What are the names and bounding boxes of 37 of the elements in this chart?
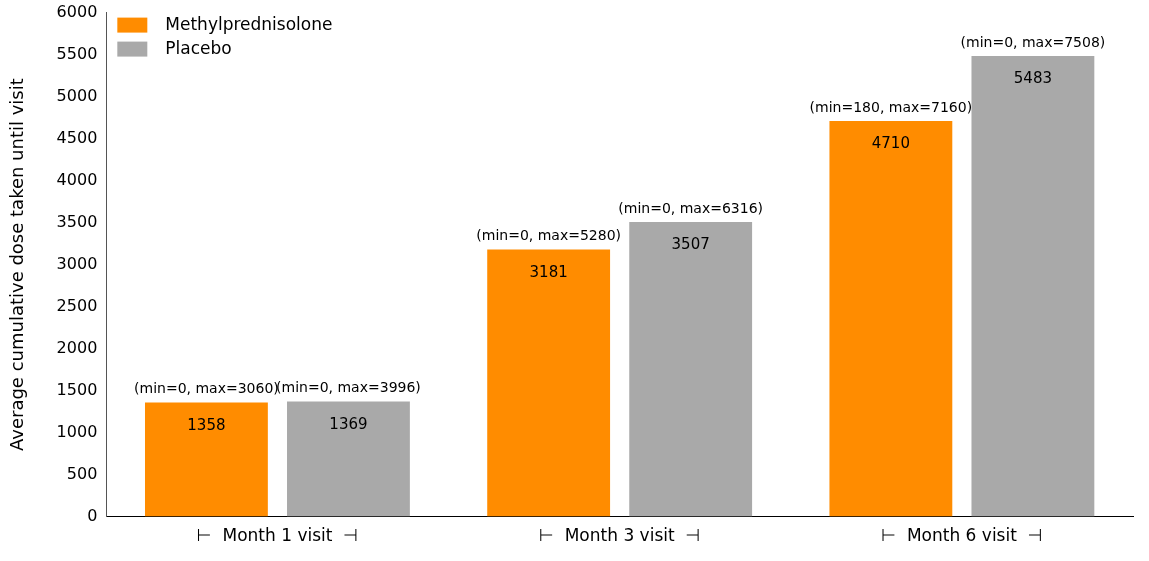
data-label: 4710: [871, 134, 910, 153]
data-label: 5483: [1013, 69, 1052, 88]
bar: [145, 402, 268, 517]
annotation: (min=0, max=3060): [134, 380, 279, 397]
bar: [487, 249, 611, 517]
data-label: 3181: [529, 262, 568, 281]
y-tick-label: 2000: [56, 337, 98, 357]
legend-label: Placebo: [165, 38, 232, 59]
data-label: 1358: [187, 415, 226, 434]
y-tick-label: 500: [66, 463, 98, 483]
bar: [287, 401, 410, 517]
x-tick-label: ⊢ Month 6 visit ⊣: [881, 525, 1043, 546]
annotation: (min=0, max=7508): [960, 33, 1106, 50]
annotation: (min=0, max=3996): [276, 379, 421, 396]
y-tick-label: 2500: [56, 295, 98, 315]
annotation: (min=180, max=7160): [809, 98, 973, 115]
x-tick-label: ⊢ Month 1 visit ⊣: [196, 525, 359, 546]
annotation: (min=0, max=5280): [476, 227, 622, 244]
y-tick-label: 5500: [56, 43, 98, 63]
y-tick-label: 0: [87, 505, 98, 525]
bar: [829, 120, 953, 517]
y-tick-label: 1000: [56, 421, 98, 441]
bar: [629, 222, 753, 517]
data-label: 3507: [671, 235, 710, 254]
y-tick-label: 5000: [56, 85, 98, 105]
legend-label: Methylprednisolone: [165, 14, 333, 35]
x-tick-label: ⊢ Month 3 visit ⊣: [539, 525, 701, 546]
y-tick-label: 6000: [56, 1, 98, 21]
y-tick-label: 3500: [56, 211, 98, 231]
y-tick-label: 3000: [56, 253, 98, 273]
y-tick-label: 4500: [56, 127, 98, 147]
y-tick-label: 1500: [56, 379, 98, 399]
y-axis-title: Average cumulative dose taken until visit: [6, 78, 28, 451]
bar: [971, 56, 1095, 517]
y-tick-label: 4000: [56, 169, 98, 189]
data-label: 1369: [329, 414, 368, 433]
annotation: (min=0, max=6316): [618, 199, 764, 216]
